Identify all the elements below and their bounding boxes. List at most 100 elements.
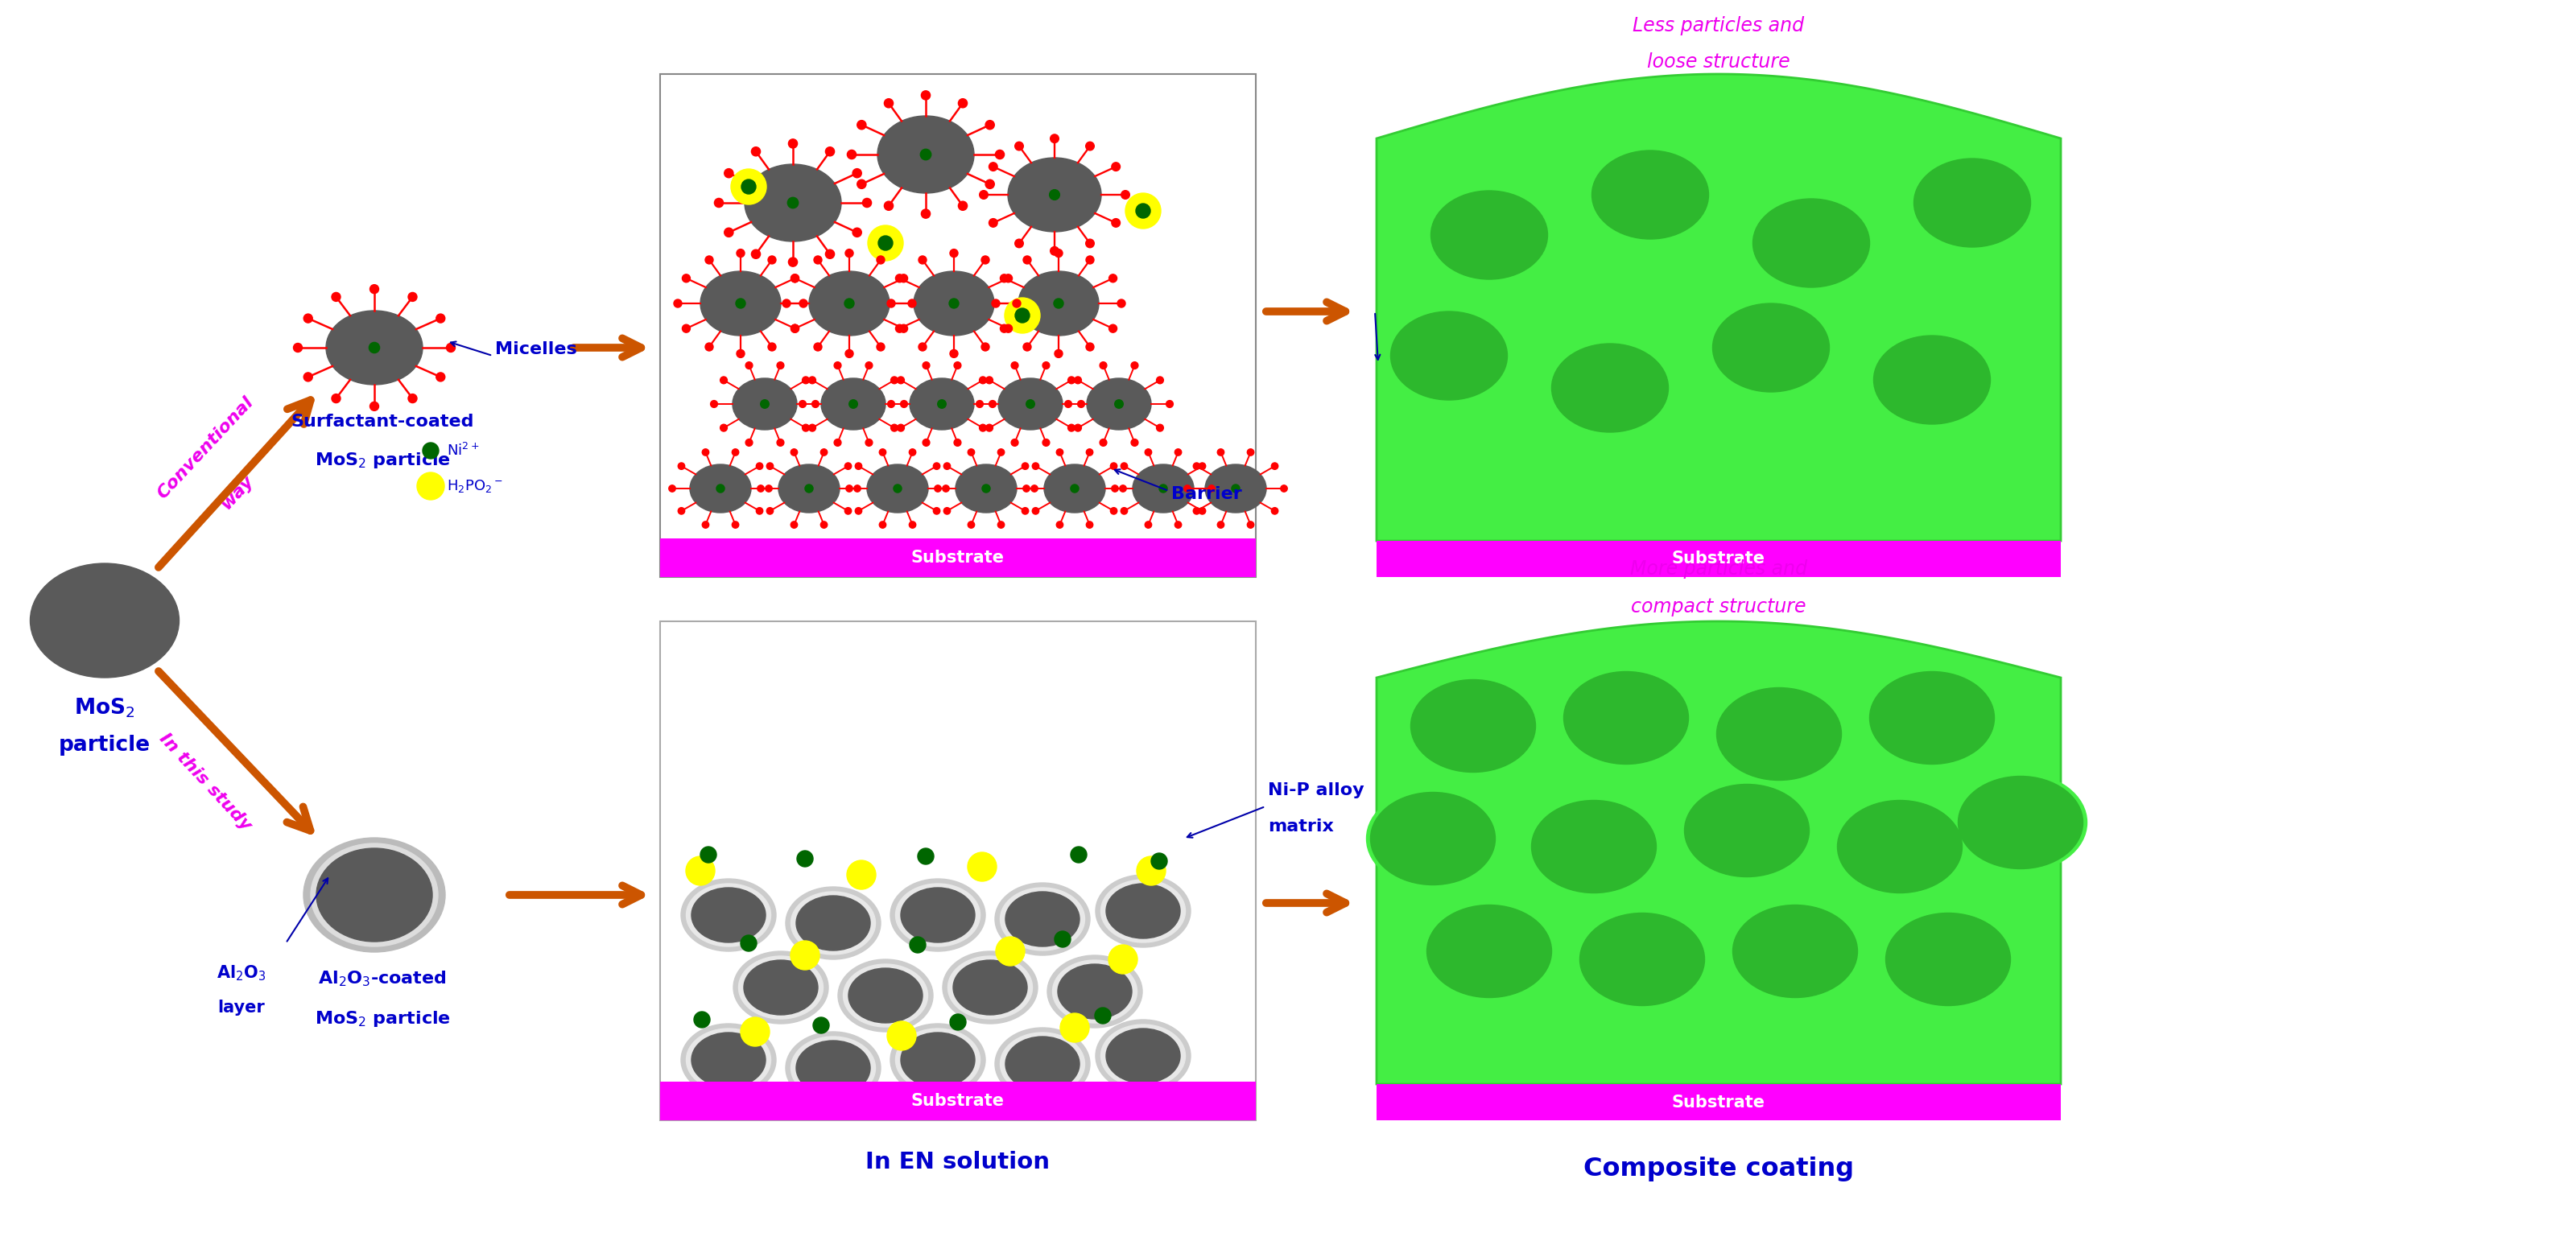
Circle shape <box>933 508 940 514</box>
Circle shape <box>922 210 930 218</box>
Circle shape <box>824 249 835 258</box>
Ellipse shape <box>1716 688 1842 781</box>
Circle shape <box>304 314 312 323</box>
Circle shape <box>902 401 907 407</box>
Circle shape <box>981 484 989 493</box>
Circle shape <box>760 400 770 408</box>
Ellipse shape <box>1955 773 2087 872</box>
Ellipse shape <box>1018 272 1100 335</box>
Ellipse shape <box>744 164 842 242</box>
Circle shape <box>1056 449 1064 455</box>
Circle shape <box>435 372 446 381</box>
Circle shape <box>891 424 899 432</box>
Circle shape <box>953 362 961 369</box>
Ellipse shape <box>1870 333 1994 427</box>
Ellipse shape <box>1708 300 1834 395</box>
Circle shape <box>744 439 752 446</box>
Circle shape <box>1115 400 1123 408</box>
Circle shape <box>670 485 675 491</box>
Circle shape <box>951 350 958 357</box>
Circle shape <box>920 149 930 160</box>
Ellipse shape <box>1391 311 1507 400</box>
Circle shape <box>958 201 969 210</box>
Circle shape <box>822 449 827 455</box>
Circle shape <box>824 146 835 156</box>
Ellipse shape <box>1430 191 1548 279</box>
Circle shape <box>894 484 902 493</box>
Circle shape <box>822 521 827 529</box>
Ellipse shape <box>690 1033 765 1087</box>
Ellipse shape <box>685 1029 770 1091</box>
Circle shape <box>1069 376 1074 383</box>
Circle shape <box>801 424 809 432</box>
Circle shape <box>791 521 799 529</box>
FancyBboxPatch shape <box>659 622 1257 1121</box>
Circle shape <box>1247 521 1255 529</box>
Circle shape <box>1087 449 1092 455</box>
Ellipse shape <box>994 882 1090 956</box>
Circle shape <box>724 228 734 237</box>
Circle shape <box>899 274 907 282</box>
Circle shape <box>1074 424 1082 432</box>
Text: Ni$^{2+}$: Ni$^{2+}$ <box>446 443 479 459</box>
Circle shape <box>1100 362 1108 369</box>
Circle shape <box>987 376 992 383</box>
Circle shape <box>969 449 974 455</box>
Circle shape <box>969 521 974 529</box>
Circle shape <box>999 274 1007 282</box>
Ellipse shape <box>1958 776 2084 869</box>
Ellipse shape <box>896 884 979 947</box>
Circle shape <box>953 439 961 446</box>
Circle shape <box>724 169 734 177</box>
Circle shape <box>886 1021 917 1050</box>
Circle shape <box>878 521 886 529</box>
Ellipse shape <box>1749 196 1873 290</box>
Ellipse shape <box>902 887 974 942</box>
Ellipse shape <box>744 961 819 1015</box>
Circle shape <box>1012 439 1018 446</box>
Circle shape <box>943 485 948 491</box>
Ellipse shape <box>1007 158 1103 232</box>
Circle shape <box>845 508 853 514</box>
Ellipse shape <box>312 844 438 947</box>
Polygon shape <box>1376 622 2061 1085</box>
Circle shape <box>920 343 927 351</box>
Circle shape <box>791 274 799 282</box>
Circle shape <box>1136 856 1164 885</box>
Circle shape <box>685 856 714 885</box>
Circle shape <box>1023 508 1028 514</box>
Circle shape <box>943 508 951 514</box>
Ellipse shape <box>1728 902 1862 1000</box>
Circle shape <box>1015 240 1023 248</box>
Circle shape <box>948 299 958 308</box>
Circle shape <box>737 299 744 308</box>
Circle shape <box>1015 308 1030 323</box>
Circle shape <box>1054 350 1064 357</box>
Circle shape <box>435 314 446 323</box>
Circle shape <box>1198 463 1206 469</box>
Circle shape <box>987 180 994 189</box>
Ellipse shape <box>1100 880 1185 942</box>
Circle shape <box>1023 485 1030 491</box>
Ellipse shape <box>948 956 1033 1019</box>
Circle shape <box>896 376 904 383</box>
Ellipse shape <box>1100 1025 1185 1087</box>
Circle shape <box>866 439 873 446</box>
Circle shape <box>706 343 714 351</box>
Ellipse shape <box>1427 905 1551 998</box>
Circle shape <box>809 424 817 432</box>
Ellipse shape <box>1587 148 1713 242</box>
Circle shape <box>1084 240 1095 248</box>
Text: Al$_2$O$_3$: Al$_2$O$_3$ <box>216 963 265 983</box>
Circle shape <box>878 236 894 251</box>
Ellipse shape <box>732 379 796 429</box>
Circle shape <box>693 1011 711 1028</box>
Circle shape <box>1074 376 1082 383</box>
Ellipse shape <box>1734 905 1857 998</box>
Circle shape <box>933 463 940 469</box>
Circle shape <box>677 463 685 469</box>
Ellipse shape <box>1087 379 1151 429</box>
Circle shape <box>889 401 894 407</box>
Circle shape <box>732 169 768 205</box>
Ellipse shape <box>902 1033 974 1087</box>
